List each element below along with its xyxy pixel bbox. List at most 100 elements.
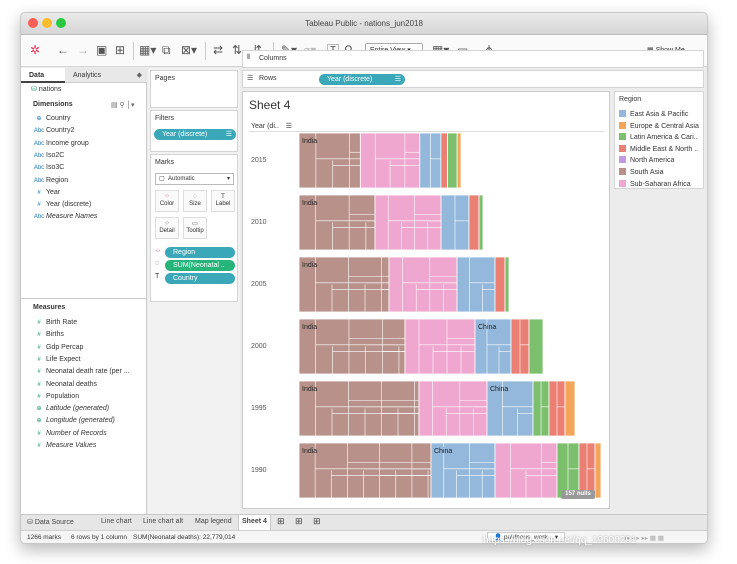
- save-icon[interactable]: ▣: [96, 43, 108, 57]
- field-item[interactable]: # Year (discrete): [32, 199, 91, 210]
- size-button[interactable]: ◌ Size: [183, 190, 207, 212]
- field-item[interactable]: ⊕ Longitude (generated): [32, 415, 114, 426]
- treemap-mark[interactable]: [494, 256, 506, 313]
- title-bar: Tableau Public - nations_jun2018: [21, 13, 707, 35]
- treemap-mark[interactable]: [418, 380, 488, 437]
- mark-type-dropdown[interactable]: ▢ Automatic ▾: [155, 173, 234, 185]
- duplicate-sheet-icon[interactable]: ⧉: [162, 43, 171, 57]
- new-story-tab-icon[interactable]: ⊞: [313, 516, 321, 526]
- tab-line-chart-alt[interactable]: Line chart alt: [143, 518, 184, 525]
- field-item[interactable]: # Number of Records: [32, 428, 106, 439]
- field-item[interactable]: # Neonatal death rate (per ...: [32, 366, 129, 377]
- region-pill[interactable]: Region: [165, 247, 235, 258]
- page-nav-icon[interactable]: ◂◂ ◂ ▸ ▸▸ ▦ ▦: [623, 535, 664, 542]
- treemap-mark[interactable]: [504, 256, 510, 313]
- treemap-mark[interactable]: [440, 132, 448, 189]
- field-item[interactable]: Abc Region: [32, 175, 68, 186]
- treemap-mark[interactable]: [298, 380, 420, 437]
- legend-item[interactable]: South Asia: [619, 168, 703, 176]
- treemap-mark[interactable]: [298, 318, 406, 375]
- legend-item[interactable]: North America: [619, 156, 703, 164]
- pages-card[interactable]: Pages: [150, 70, 238, 108]
- legend-swatch: [619, 133, 626, 141]
- tab-map-legend[interactable]: Map legend: [195, 518, 232, 525]
- field-item[interactable]: # Year: [32, 187, 60, 198]
- label-button[interactable]: T Label: [211, 190, 235, 212]
- country-pill[interactable]: Country: [165, 273, 235, 284]
- swap-icon[interactable]: ⇄: [213, 43, 224, 57]
- rows-shelf[interactable]: ☰ Rows Year (discrete) ☰: [242, 70, 704, 88]
- treemap-mark[interactable]: [388, 256, 458, 313]
- tab-analytics[interactable]: Analytics ◆: [65, 68, 147, 83]
- tab-data-source[interactable]: ⛁ Data Source: [27, 519, 74, 526]
- field-item[interactable]: # Neonatal deaths: [32, 379, 97, 390]
- new-worksheet-icon[interactable]: ▦▾: [139, 43, 157, 57]
- field-item[interactable]: # Gdp Percap: [32, 342, 83, 353]
- legend-item[interactable]: East Asia & Pacific: [619, 110, 703, 118]
- treemap-mark[interactable]: [478, 194, 484, 251]
- field-item[interactable]: ⊕ Latitude (generated): [32, 403, 109, 414]
- sort-ascending-icon[interactable]: ⇅: [232, 43, 243, 57]
- redo-icon[interactable]: →: [77, 43, 89, 57]
- close-window-icon[interactable]: [28, 18, 38, 28]
- detail-button[interactable]: ⁘ Detail: [155, 217, 179, 239]
- treemap-mark[interactable]: [594, 442, 602, 499]
- tooltip-button[interactable]: ▭ Tooltip: [183, 217, 207, 239]
- legend-item[interactable]: Middle East & North ..: [619, 144, 703, 153]
- treemap-mark[interactable]: [298, 194, 376, 251]
- field-item[interactable]: Abc Iso3C: [32, 162, 64, 173]
- new-dashboard-tab-icon[interactable]: ⊞: [295, 516, 303, 526]
- field-item[interactable]: # Life Expect: [32, 354, 80, 365]
- treemap-mark[interactable]: [298, 442, 432, 499]
- new-datasource-icon[interactable]: ⊞: [115, 43, 126, 57]
- legend-item[interactable]: Europe & Central Asia: [619, 121, 703, 130]
- field-item[interactable]: # Births: [32, 329, 64, 340]
- tableau-logo-icon[interactable]: ✲: [30, 43, 41, 57]
- treemap-mark[interactable]: [430, 442, 496, 499]
- treemap-mark[interactable]: [298, 132, 361, 189]
- field-item[interactable]: Abc Measure Names: [32, 211, 98, 222]
- view-toggle-icon[interactable]: ▤ ⚲ │▾: [111, 102, 135, 109]
- undo-icon[interactable]: ←: [57, 43, 69, 57]
- legend-item[interactable]: Sub-Saharan Africa: [619, 179, 703, 188]
- treemap-mark[interactable]: [404, 318, 476, 375]
- rows-pill[interactable]: Year (discrete) ☰: [319, 74, 405, 85]
- treemap-mark[interactable]: [447, 132, 458, 189]
- field-item[interactable]: # Population: [32, 391, 79, 402]
- tab-sheet-4[interactable]: Sheet 4: [238, 515, 271, 531]
- tab-line-chart[interactable]: Line chart: [101, 518, 132, 525]
- datasource-item[interactable]: ⛁ nations: [31, 86, 62, 93]
- field-item[interactable]: # Measure Values: [32, 440, 96, 451]
- user-menu[interactable]: 👤 paldhous_work... ▾: [487, 532, 566, 542]
- filters-card[interactable]: Filters Year (discrete) ☰: [150, 110, 238, 152]
- treemap-mark[interactable]: [564, 380, 576, 437]
- columns-shelf[interactable]: ⦀ Columns: [242, 50, 704, 68]
- treemap-mark[interactable]: [528, 318, 544, 375]
- zoom-window-icon[interactable]: [56, 18, 66, 28]
- tab-data[interactable]: Data: [21, 68, 65, 83]
- clear-sheet-icon[interactable]: ⊠▾: [181, 43, 198, 57]
- treemap-mark[interactable]: [456, 132, 462, 189]
- nulls-badge[interactable]: 157 nulls: [561, 490, 595, 499]
- field-item[interactable]: # Birth Rate: [32, 317, 77, 328]
- field-item[interactable]: ⊕ Country: [32, 113, 70, 124]
- filter-pill[interactable]: Year (discrete) ☰: [154, 129, 236, 140]
- new-worksheet-tab-icon[interactable]: ⊞: [277, 516, 285, 526]
- field-label: Measure Values: [46, 442, 97, 449]
- field-item[interactable]: Abc Iso2C: [32, 150, 64, 161]
- treemap-mark[interactable]: [474, 318, 512, 375]
- sum-neonatal-pill[interactable]: SUM(Neonatal ..: [165, 260, 235, 271]
- treemap-mark[interactable]: [374, 194, 442, 251]
- field-item[interactable]: Abc Income group: [32, 138, 89, 149]
- field-item[interactable]: Abc Country2: [32, 125, 75, 136]
- treemap-mark[interactable]: [468, 194, 480, 251]
- size-shelf-icon: ◌: [155, 260, 160, 267]
- field-label: Country2: [46, 127, 75, 135]
- watermark: https://blog.csdn.net/qq_19600291: [483, 535, 637, 546]
- legend-item[interactable]: Latin America & Cari..: [619, 133, 703, 141]
- treemap-mark[interactable]: [486, 380, 534, 437]
- treemap-mark[interactable]: [456, 256, 496, 313]
- minimize-window-icon[interactable]: [42, 18, 52, 28]
- year-column-header[interactable]: Year (di.. ☰: [251, 123, 292, 130]
- color-button[interactable]: ⁘ Color: [155, 190, 179, 212]
